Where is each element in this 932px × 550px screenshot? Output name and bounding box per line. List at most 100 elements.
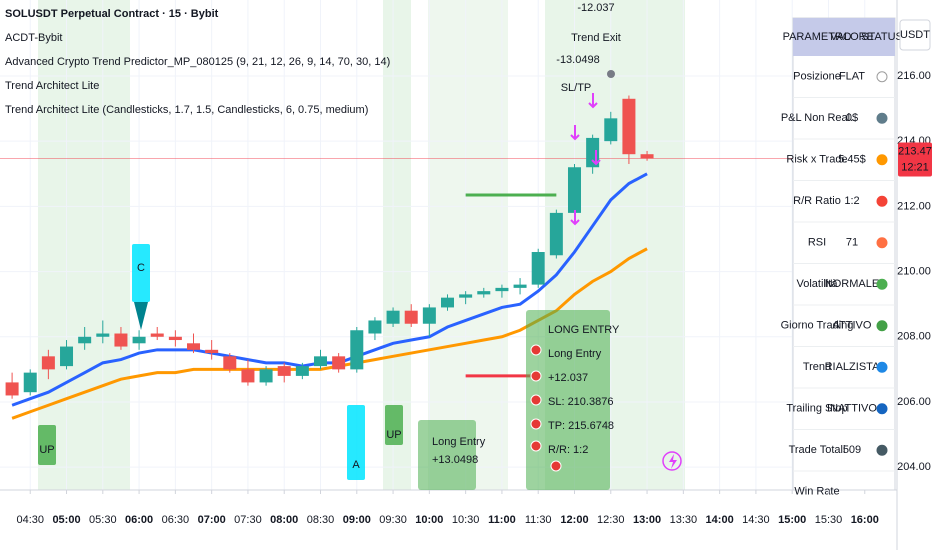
- candle-body: [41, 356, 55, 370]
- signal-label: UP: [386, 429, 401, 441]
- signal-arrow: [134, 302, 148, 330]
- exit-dot: [607, 70, 615, 78]
- signal-marker: [347, 405, 365, 480]
- signal-marker: [38, 425, 56, 465]
- entry-box: [418, 420, 476, 490]
- candle-body: [495, 287, 509, 292]
- x-tick-label: 09:00: [343, 514, 371, 526]
- candle-body: [78, 336, 92, 344]
- alert-icon: [662, 451, 682, 471]
- x-tick-label: 05:00: [52, 514, 80, 526]
- candle-body: [295, 366, 309, 376]
- entry-icon: [530, 418, 542, 430]
- candle-body: [622, 98, 636, 155]
- table-cell: Giorno Trading: [781, 320, 854, 332]
- table-cell: Trade Totali: [789, 444, 846, 456]
- table-cell: Posizione: [793, 71, 841, 83]
- candle-body: [513, 284, 527, 288]
- status-icon: [876, 154, 888, 166]
- candle-body: [314, 356, 328, 367]
- table-header-cell: PARAMETRO: [783, 31, 852, 43]
- axes: 204.00206.00208.00210.00212.00214.00216.…: [16, 19, 932, 526]
- candle-body: [205, 349, 219, 354]
- status-icon: [876, 71, 888, 83]
- trade-annotation: -12.037: [577, 2, 614, 14]
- alert-bolt: [669, 454, 677, 469]
- countdown-label: 12:21: [901, 161, 929, 173]
- trade-annotation: -13.0498: [556, 54, 599, 66]
- x-tick-label: 11:00: [488, 514, 516, 526]
- entry-label: Long Entry: [548, 348, 602, 360]
- table-cell: Win Rate: [794, 486, 839, 498]
- x-tick-label: 12:00: [560, 514, 588, 526]
- status-icon: [876, 403, 888, 415]
- candle-body: [477, 291, 491, 295]
- currency-box: [899, 19, 931, 51]
- candle-body: [223, 356, 237, 370]
- y-tick-label: 204.00: [897, 461, 931, 473]
- status-icon: [876, 195, 888, 207]
- table-cell: 5.45$: [838, 154, 866, 166]
- signal-label: A: [352, 459, 360, 471]
- entry-icon: [530, 370, 542, 382]
- indicator-label: Trend Architect Lite: [5, 80, 99, 92]
- plot: [0, 95, 895, 420]
- x-tick-label: 10:00: [415, 514, 443, 526]
- signal-marker: [385, 405, 403, 445]
- table-cell: 509: [843, 444, 861, 456]
- trade-annotation: Trend Exit: [571, 32, 621, 44]
- x-tick-label: 10:30: [452, 514, 480, 526]
- entry-label: TP: 215.6748: [548, 420, 614, 432]
- table-cell: 1:2: [844, 195, 859, 207]
- last-price-label: 213.47: [898, 145, 932, 157]
- x-tick-label: 06:00: [125, 514, 153, 526]
- candle-body: [459, 294, 473, 298]
- status-icon: [876, 361, 888, 373]
- chart-title: SOLUSDT Perpetual Contract · 15 · Bybit: [5, 8, 219, 20]
- candle-body: [640, 154, 654, 159]
- exit-arrow: [570, 210, 580, 226]
- signal-label: C: [137, 262, 145, 274]
- x-tick-label: 13:30: [670, 514, 698, 526]
- x-tick-label: 07:00: [198, 514, 226, 526]
- status-icon: [876, 278, 888, 290]
- table-cell: RSI: [808, 237, 826, 249]
- exit-arrow: [588, 93, 598, 109]
- table-cell: R/R Ratio: [793, 195, 841, 207]
- session-band: [38, 0, 130, 490]
- table-header-bg: [793, 18, 895, 56]
- entry-label: +13.0498: [432, 454, 478, 466]
- candle-body: [259, 369, 273, 383]
- table-cell: FLAT: [839, 71, 865, 83]
- y-tick-label: 210.00: [897, 265, 931, 277]
- table-header-cell: VALORE: [830, 31, 874, 43]
- header: SOLUSDT Perpetual Contract · 15 · Bybit …: [5, 8, 390, 116]
- x-tick-label: 08:00: [270, 514, 298, 526]
- x-tick-label: 06:30: [162, 514, 190, 526]
- candle-body: [441, 297, 454, 308]
- signal-marker: [132, 244, 150, 302]
- x-tick-label: 15:00: [778, 514, 806, 526]
- candle-body: [404, 310, 418, 324]
- table-cell: 71: [846, 237, 858, 249]
- x-tick-label: 14:00: [706, 514, 734, 526]
- x-tick-label: 09:30: [379, 514, 407, 526]
- currency-label: USDT: [900, 29, 930, 41]
- table-cell: NORMALE: [825, 278, 879, 290]
- candle-body: [96, 333, 110, 337]
- x-tick-label: 07:30: [234, 514, 262, 526]
- table-cell: RIALZISTA: [825, 361, 880, 373]
- candle-body: [386, 310, 400, 324]
- ma-line: [11, 172, 648, 407]
- table-cell: ATTIVO: [833, 320, 872, 332]
- last-price-box: [898, 142, 932, 177]
- candle-body: [549, 212, 563, 256]
- x-tick-label: 08:30: [307, 514, 335, 526]
- y-tick-label: 216.00: [897, 70, 931, 82]
- x-tick-label: 14:30: [742, 514, 770, 526]
- x-tick-label: 12:30: [597, 514, 625, 526]
- candle-body: [132, 336, 146, 344]
- table-cell: 0$: [846, 112, 858, 124]
- x-tick-label: 04:30: [16, 514, 44, 526]
